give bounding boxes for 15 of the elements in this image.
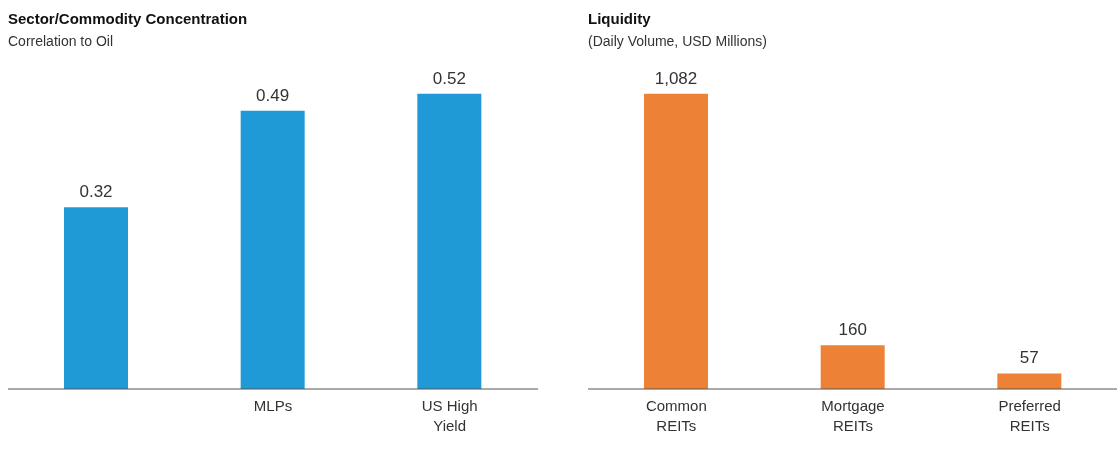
- data-label: 1,082: [654, 68, 698, 88]
- data-label: 0.49: [256, 85, 290, 105]
- chart-subtitle: (Daily Volume, USD Millions): [588, 33, 768, 49]
- data-label: 0.32: [79, 182, 113, 202]
- x-tick-label: Common REITs: [645, 397, 707, 434]
- data-label: 57: [1019, 348, 1039, 368]
- chart-title: Sector/Commodity Concentration: [8, 10, 249, 27]
- chart-title: Liquidity: [588, 10, 652, 27]
- x-tick-label: MLPs: [253, 397, 293, 414]
- data-label: 0.52: [432, 68, 466, 88]
- x-tick-label: Preferred REITs: [998, 397, 1061, 434]
- data-label: 160: [838, 320, 867, 340]
- x-tick-label: US High Yield: [421, 397, 478, 434]
- chart-subtitle: Correlation to Oil: [8, 33, 115, 49]
- x-tick-label: Mortgage REITs: [821, 397, 885, 434]
